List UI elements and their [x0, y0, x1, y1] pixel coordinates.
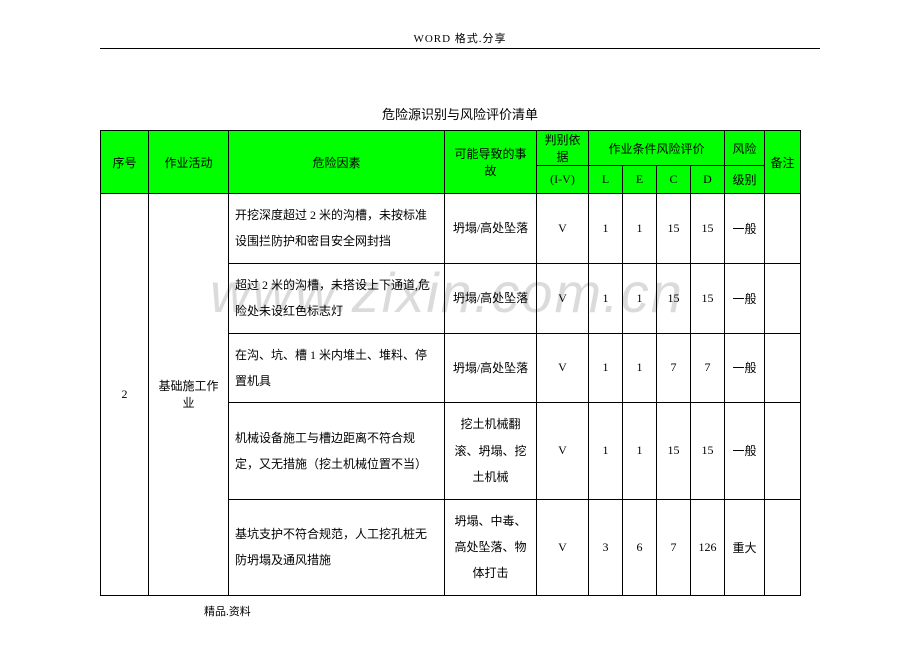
cell-accident: 坍塌/高处坠落 — [445, 194, 537, 264]
th-factor: 危险因素 — [229, 131, 445, 194]
cell-C: 15 — [657, 263, 691, 333]
cell-factor: 基坑支护不符合规范，人工挖孔桩无防坍塌及通风措施 — [229, 499, 445, 595]
th-seq: 序号 — [101, 131, 149, 194]
risk-table: 序号 作业活动 危险因素 可能导致的事故 判别依据 作业条件风险评价 风险 备注… — [100, 130, 801, 596]
cell-remark — [765, 263, 801, 333]
cell-accident: 坍塌/高处坠落 — [445, 333, 537, 403]
cell-D: 7 — [691, 333, 725, 403]
page-footer: 精品.资料 — [204, 603, 251, 619]
cell-factor: 开挖深度超过 2 米的沟槽，未按标准设围拦防护和密目安全网封挡 — [229, 194, 445, 264]
cell-C: 7 — [657, 333, 691, 403]
cell-activity: 基础施工作业 — [149, 194, 229, 596]
th-basis-sub: (I-V) — [537, 166, 589, 194]
cell-D: 15 — [691, 263, 725, 333]
document-title: 危险源识别与风险评价清单 — [0, 104, 920, 123]
cell-level: 一般 — [725, 194, 765, 264]
cell-C: 15 — [657, 403, 691, 499]
th-E: E — [623, 166, 657, 194]
cell-E: 1 — [623, 333, 657, 403]
cell-remark — [765, 333, 801, 403]
cell-D: 15 — [691, 194, 725, 264]
th-level-sub: 级别 — [725, 166, 765, 194]
cell-seq: 2 — [101, 194, 149, 596]
cell-L: 1 — [589, 263, 623, 333]
cell-D: 15 — [691, 403, 725, 499]
cell-basis: V — [537, 194, 589, 264]
th-D: D — [691, 166, 725, 194]
cell-remark — [765, 403, 801, 499]
cell-basis: V — [537, 263, 589, 333]
cell-L: 1 — [589, 194, 623, 264]
cell-D: 126 — [691, 499, 725, 595]
cell-L: 3 — [589, 499, 623, 595]
th-L: L — [589, 166, 623, 194]
th-level: 风险 — [725, 131, 765, 166]
cell-basis: V — [537, 403, 589, 499]
th-remark: 备注 — [765, 131, 801, 194]
th-basis: 判别依据 — [537, 131, 589, 166]
table-row: 2 基础施工作业 开挖深度超过 2 米的沟槽，未按标准设围拦防护和密目安全网封挡… — [101, 194, 801, 264]
cell-level: 一般 — [725, 263, 765, 333]
cell-C: 7 — [657, 499, 691, 595]
cell-E: 6 — [623, 499, 657, 595]
cell-accident: 坍塌/高处坠落 — [445, 263, 537, 333]
th-activity: 作业活动 — [149, 131, 229, 194]
cell-level: 一般 — [725, 333, 765, 403]
cell-basis: V — [537, 333, 589, 403]
cell-accident: 挖土机械翻滚、坍塌、挖土机械 — [445, 403, 537, 499]
cell-basis: V — [537, 499, 589, 595]
cell-level: 一般 — [725, 403, 765, 499]
cell-factor: 机械设备施工与槽边距离不符合规定，又无措施（挖土机械位置不当） — [229, 403, 445, 499]
cell-C: 15 — [657, 194, 691, 264]
cell-E: 1 — [623, 263, 657, 333]
cell-remark — [765, 194, 801, 264]
th-risk-eval: 作业条件风险评价 — [589, 131, 725, 166]
th-C: C — [657, 166, 691, 194]
cell-L: 1 — [589, 333, 623, 403]
cell-factor: 在沟、坑、槽 1 米内堆土、堆料、停置机具 — [229, 333, 445, 403]
cell-accident: 坍塌、中毒、高处坠落、物体打击 — [445, 499, 537, 595]
cell-L: 1 — [589, 403, 623, 499]
cell-E: 1 — [623, 403, 657, 499]
th-accident: 可能导致的事故 — [445, 131, 537, 194]
cell-factor: 超过 2 米的沟槽，未搭设上下通道,危险处未设红色标志灯 — [229, 263, 445, 333]
page-header: WORD 格式.分享 — [0, 30, 920, 46]
cell-E: 1 — [623, 194, 657, 264]
cell-level: 重大 — [725, 499, 765, 595]
cell-remark — [765, 499, 801, 595]
header-divider — [100, 48, 820, 49]
